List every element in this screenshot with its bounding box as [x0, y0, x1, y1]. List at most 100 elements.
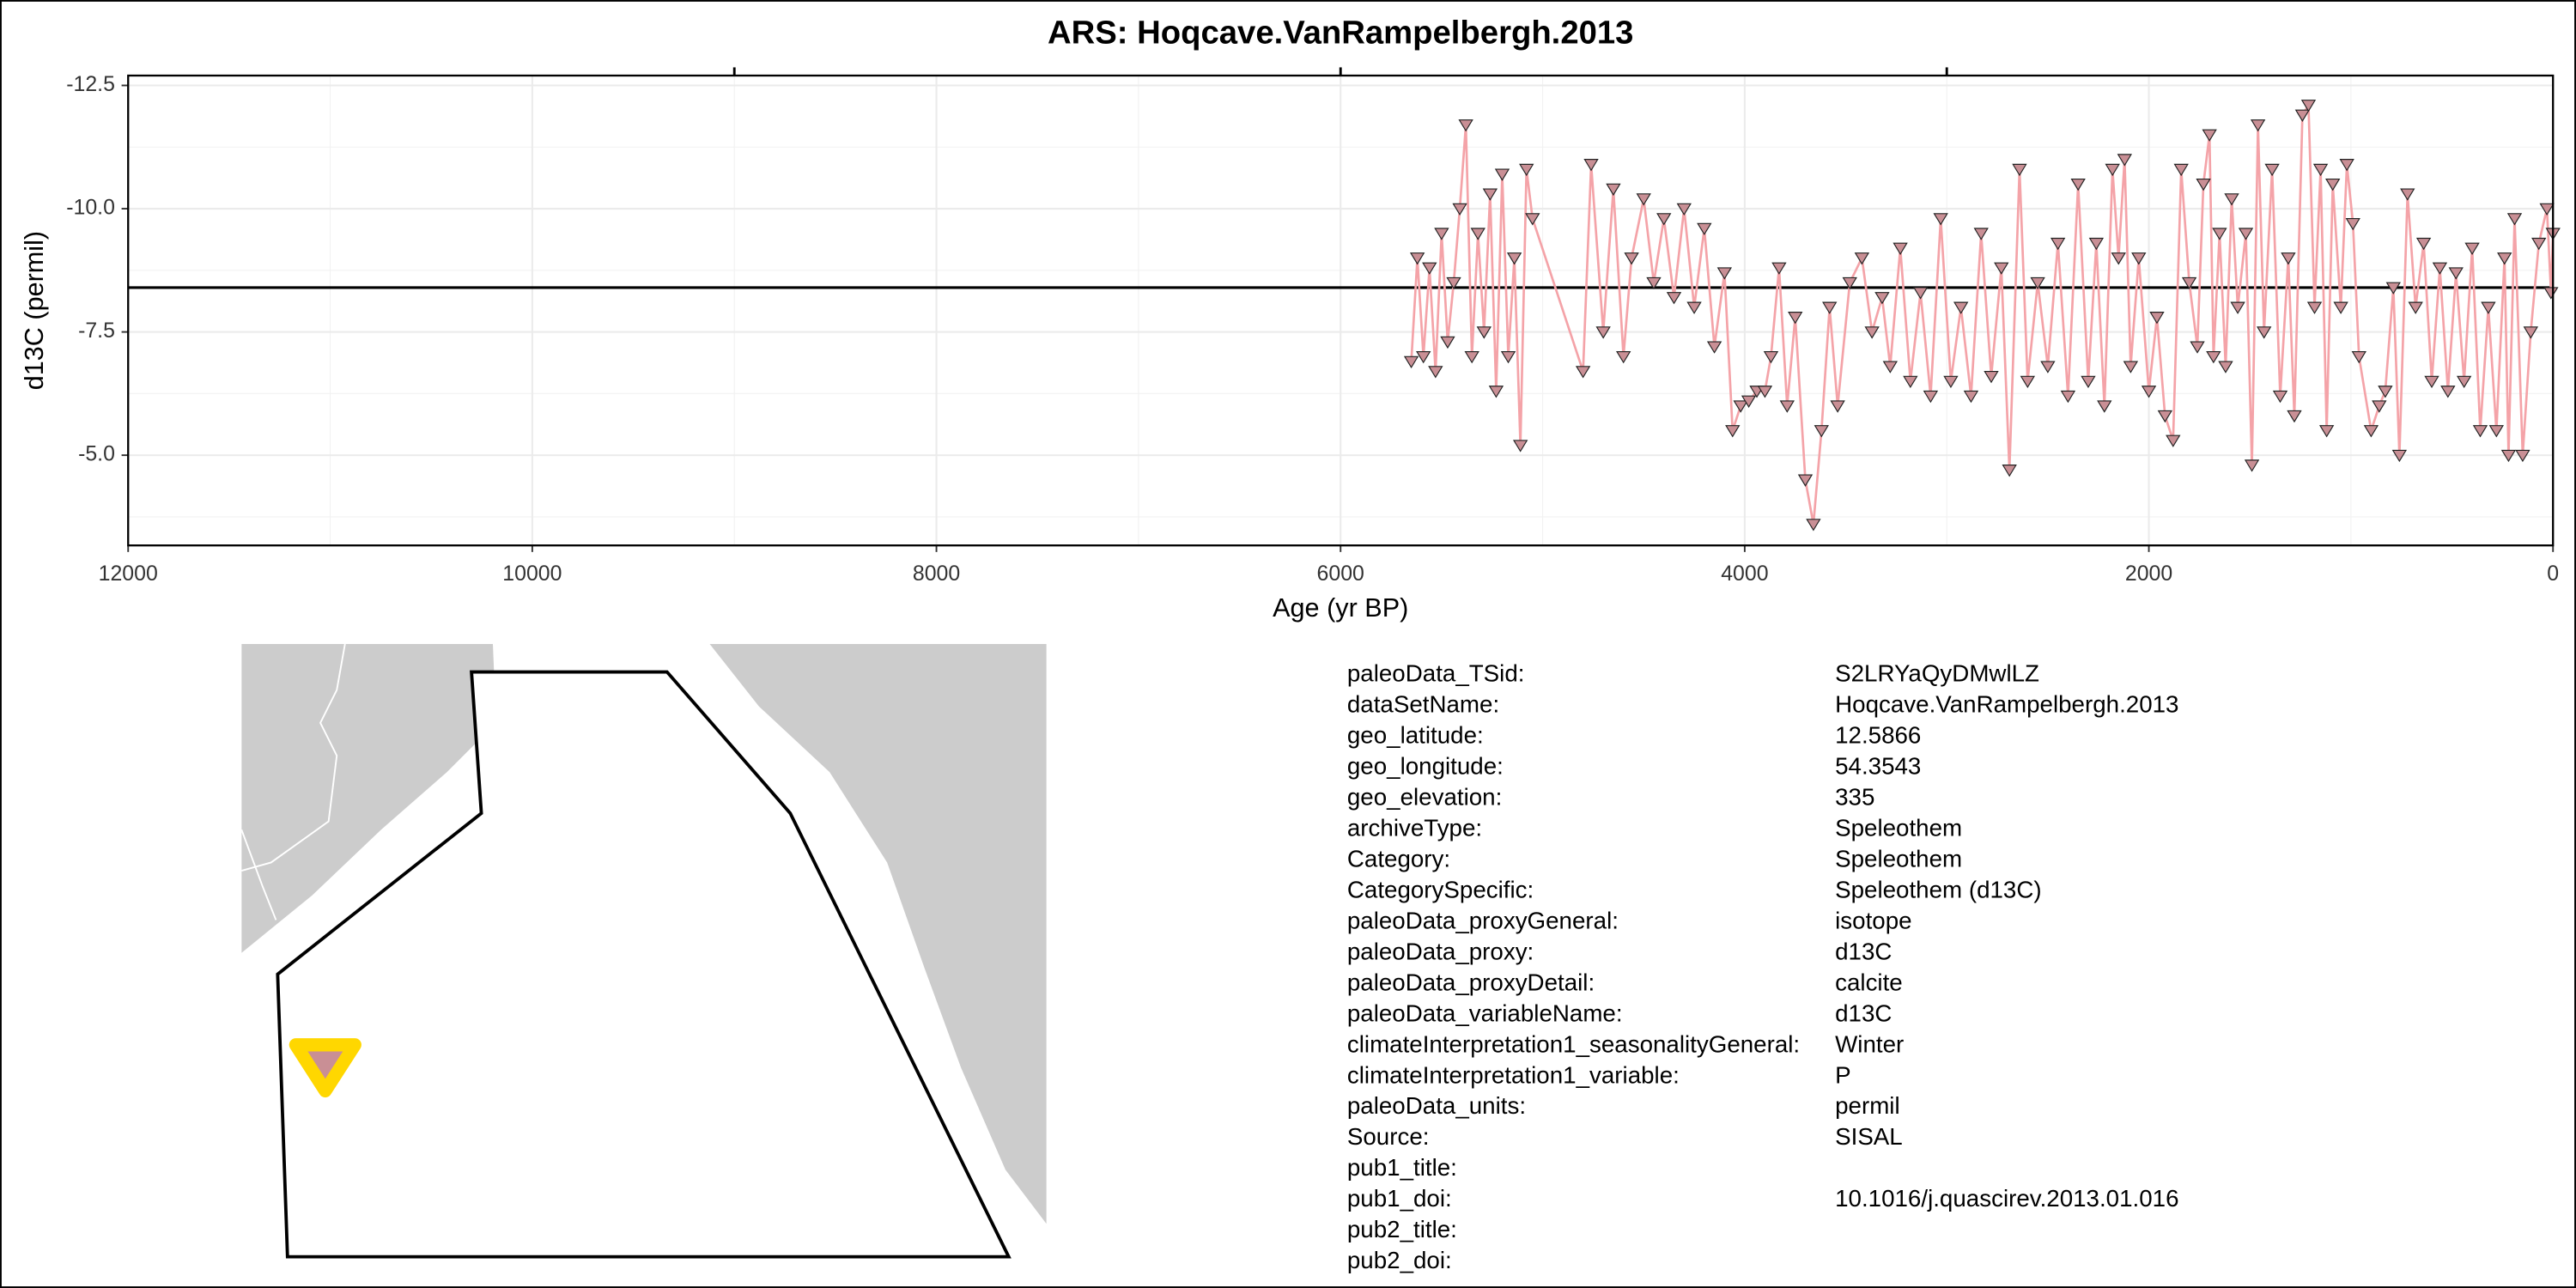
marker	[2448, 267, 2464, 280]
marker	[2117, 154, 2132, 167]
marker	[1403, 355, 1419, 369]
meta-value: calcite	[1835, 969, 1903, 995]
marker	[2070, 179, 2086, 191]
marker	[2230, 301, 2245, 314]
meta-key: paleoData_proxyGeneral:	[1347, 907, 1619, 933]
meta-value: isotope	[1835, 907, 1911, 933]
marker	[2181, 276, 2197, 290]
marker	[1595, 326, 1611, 339]
meta-key: geo_elevation:	[1347, 784, 1502, 811]
x-tick-label: 0	[2547, 562, 2559, 586]
x-tick-label: 10000	[502, 562, 562, 586]
meta-key: climateInterpretation1_seasonalityGenera…	[1347, 1030, 1800, 1057]
x-tick-label: 6000	[1317, 562, 1364, 586]
marker	[2345, 217, 2360, 231]
marker	[1874, 292, 1890, 305]
marker	[2325, 179, 2341, 191]
marker	[2531, 237, 2547, 251]
marker	[2012, 163, 2027, 177]
marker	[1706, 341, 1722, 354]
marker	[1583, 159, 1599, 172]
marker	[1973, 228, 1989, 240]
marker	[1624, 252, 1639, 265]
marker	[1666, 292, 1682, 305]
marker	[1953, 301, 1969, 314]
marker	[2002, 465, 2017, 477]
marker	[1476, 326, 1492, 339]
marker	[2238, 228, 2254, 240]
meta-value: Winter	[1835, 1030, 1904, 1057]
marker	[1814, 425, 1829, 438]
y-axis-label: d13C (permil)	[20, 231, 49, 390]
meta-value: Speleothem (d13C)	[1835, 876, 2041, 902]
marker	[1676, 203, 1692, 216]
panel-border	[127, 74, 2555, 547]
marker	[2131, 252, 2147, 265]
marker	[2097, 400, 2112, 413]
marker	[2244, 459, 2260, 472]
marker	[1482, 188, 1498, 201]
x-tick-label: 8000	[913, 562, 960, 586]
marker	[1912, 287, 1929, 300]
meta-value: S2LRYaQyDMwlLZ	[1835, 660, 2039, 687]
y-tick-label: -12.5	[66, 72, 115, 96]
meta-key: geo_latitude:	[1347, 722, 1484, 749]
marker	[2372, 400, 2387, 413]
marker	[1446, 276, 1461, 290]
meta-value: d13C	[1835, 938, 1892, 964]
map	[241, 644, 1047, 1259]
y-tick-label: -7.5	[78, 319, 115, 343]
meta-key: paleoData_units:	[1347, 1092, 1526, 1119]
marker	[2523, 326, 2538, 339]
marker	[2264, 163, 2280, 177]
meta-key: paleoData_TSid:	[1347, 660, 1525, 687]
marker	[2539, 203, 2555, 216]
meta-value: Speleothem	[1835, 845, 1962, 872]
marker	[2060, 390, 2076, 404]
marker	[2378, 386, 2393, 398]
marker	[1725, 425, 1741, 438]
marker	[1984, 370, 1999, 384]
marker	[1606, 183, 1621, 197]
x-axis-label: Age (yr BP)	[1273, 593, 1408, 623]
marker	[2281, 252, 2296, 265]
metadata-table: paleoData_TSid: S2LRYaQyDMwlLZ dataSetName…	[1347, 660, 2179, 1273]
marker	[2506, 213, 2523, 226]
marker	[1500, 350, 1516, 364]
marker	[1830, 400, 1845, 413]
marker	[2488, 425, 2504, 438]
marker	[1741, 395, 1757, 408]
marker	[1656, 213, 1672, 226]
marker	[2440, 386, 2456, 398]
marker	[2515, 449, 2530, 463]
marker	[1854, 252, 1870, 265]
marker	[2105, 163, 2120, 177]
border	[241, 644, 346, 872]
marker	[1452, 203, 1467, 216]
marker	[1779, 400, 1795, 413]
marker	[2173, 163, 2189, 177]
chart-title: ARS: Hoqcave.VanRampelbergh.2013	[1048, 14, 1633, 51]
marker	[1923, 390, 1939, 404]
marker	[2166, 434, 2181, 447]
marker	[2040, 361, 2056, 374]
marker	[2543, 287, 2559, 300]
marker	[2300, 100, 2317, 112]
marker	[2250, 119, 2266, 132]
marker	[2212, 228, 2227, 240]
marker	[1994, 262, 2009, 275]
marker	[2272, 390, 2288, 404]
meta-key: climateInterpretation1_variable:	[1347, 1061, 1680, 1088]
marker	[2351, 350, 2366, 364]
marker	[2218, 361, 2233, 374]
marker	[2500, 449, 2517, 463]
marker	[2202, 129, 2217, 142]
marker	[2141, 386, 2157, 398]
meta-key: pub2_doi:	[1347, 1247, 1452, 1273]
meta-value: Speleothem	[1835, 815, 1962, 841]
marker	[1434, 228, 1449, 240]
marker	[2472, 425, 2488, 438]
marker	[2111, 252, 2126, 265]
marker	[1488, 386, 1504, 398]
marker	[2257, 326, 2272, 339]
